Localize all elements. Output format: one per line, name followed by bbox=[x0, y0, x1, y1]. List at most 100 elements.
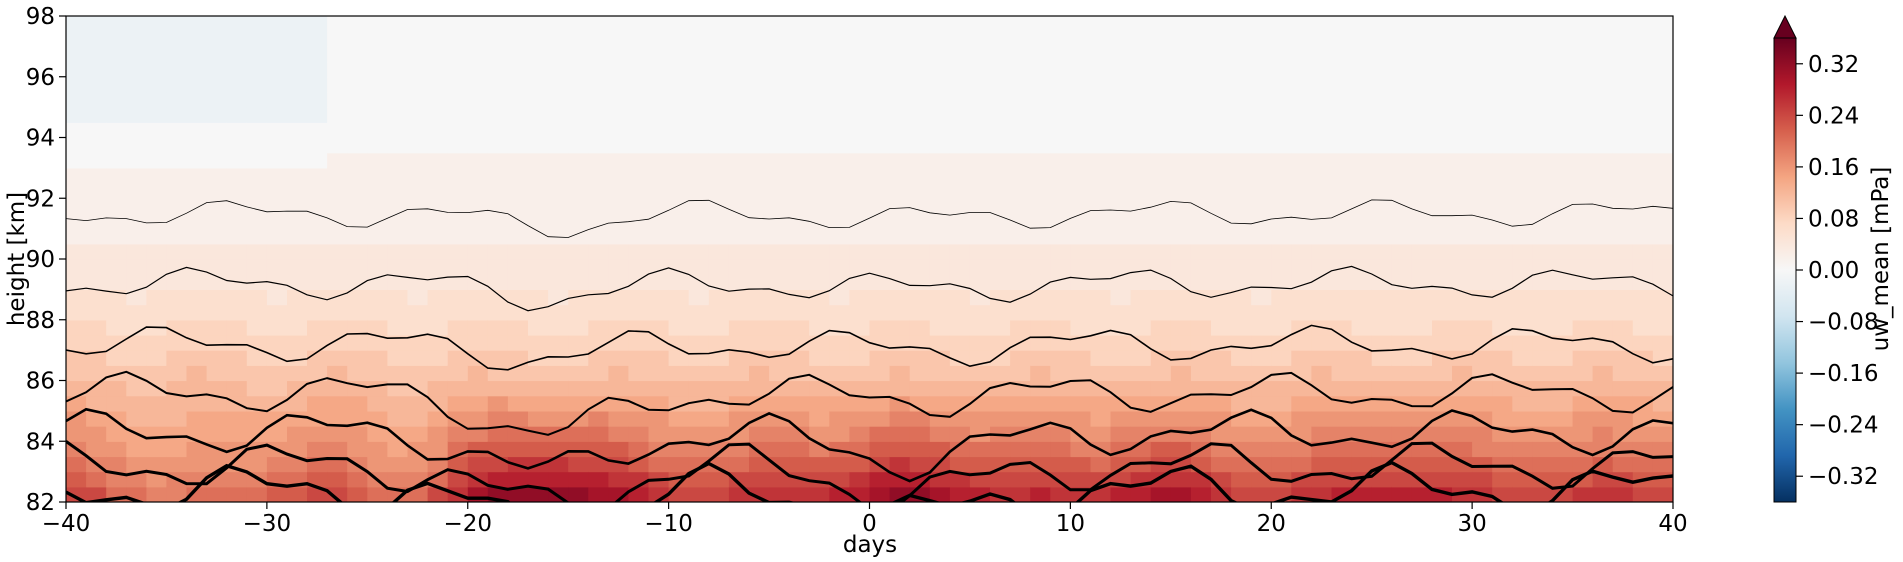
heatmap-cell bbox=[507, 76, 529, 93]
heatmap-cell bbox=[588, 152, 609, 169]
heatmap-cell bbox=[749, 334, 770, 351]
heatmap-cell bbox=[829, 228, 850, 245]
heatmap-cell bbox=[668, 122, 690, 139]
heatmap-cell bbox=[407, 107, 429, 123]
heatmap-cell bbox=[628, 410, 650, 427]
heatmap-cell bbox=[1130, 274, 1152, 290]
heatmap-cell bbox=[1311, 76, 1333, 93]
heatmap-cell bbox=[749, 213, 770, 230]
heatmap-cell bbox=[1652, 304, 1673, 321]
heatmap-cell bbox=[1552, 61, 1574, 78]
heatmap-cell bbox=[1170, 198, 1192, 215]
heatmap-cell bbox=[1371, 76, 1393, 93]
heatmap-cell bbox=[106, 31, 127, 47]
heatmap-cell bbox=[367, 137, 388, 154]
heatmap-cell bbox=[507, 471, 529, 488]
heatmap-cell bbox=[688, 152, 710, 169]
heatmap-cell bbox=[1552, 31, 1574, 47]
heatmap-cell bbox=[1251, 350, 1272, 366]
heatmap-cell bbox=[1090, 31, 1112, 47]
heatmap-cell bbox=[869, 16, 891, 32]
heatmap-cell bbox=[186, 289, 208, 306]
heatmap-cell bbox=[1331, 183, 1353, 199]
heatmap-cell bbox=[1090, 304, 1112, 321]
heatmap-cell bbox=[367, 380, 388, 397]
heatmap-cell bbox=[246, 410, 268, 427]
heatmap-cell bbox=[648, 46, 670, 63]
heatmap-cell bbox=[889, 167, 911, 184]
heatmap-cell bbox=[1030, 304, 1051, 321]
heatmap-cell bbox=[749, 304, 770, 321]
heatmap-cell bbox=[889, 137, 911, 154]
heatmap-cell bbox=[929, 395, 951, 412]
heatmap-cell bbox=[1391, 304, 1413, 321]
heatmap-cell bbox=[126, 137, 147, 154]
heatmap-cell bbox=[789, 213, 810, 230]
heatmap-cell bbox=[749, 243, 770, 260]
heatmap-cell bbox=[1251, 152, 1272, 169]
heatmap-cell bbox=[1532, 213, 1554, 230]
heatmap-cell bbox=[809, 395, 830, 412]
heatmap-cell bbox=[568, 152, 589, 169]
heatmap-cell bbox=[1612, 31, 1634, 47]
heatmap-cell bbox=[1050, 122, 1071, 139]
heatmap-cell bbox=[969, 152, 991, 169]
heatmap-cell bbox=[1231, 31, 1252, 47]
heatmap-cell bbox=[66, 380, 87, 397]
heatmap-cell bbox=[106, 76, 127, 93]
heatmap-cell bbox=[266, 380, 288, 397]
heatmap-cell bbox=[1010, 122, 1031, 139]
heatmap-cell bbox=[889, 76, 911, 93]
heatmap-cell bbox=[869, 274, 891, 290]
heatmap-cell bbox=[688, 426, 710, 442]
heatmap-cell bbox=[467, 350, 489, 366]
heatmap-cell bbox=[407, 167, 429, 184]
heatmap-cell bbox=[1512, 441, 1533, 458]
heatmap-cell bbox=[889, 91, 911, 108]
heatmap-cell bbox=[1612, 365, 1634, 382]
heatmap-cell bbox=[829, 152, 850, 169]
heatmap-cell bbox=[307, 91, 328, 108]
heatmap-cell bbox=[1592, 426, 1614, 442]
heatmap-cell bbox=[146, 91, 168, 108]
heatmap-cell bbox=[246, 380, 268, 397]
heatmap-cell bbox=[467, 319, 489, 336]
heatmap-cell bbox=[548, 183, 569, 199]
heatmap-cell bbox=[849, 137, 871, 154]
heatmap-cell bbox=[568, 167, 589, 184]
heatmap-cell bbox=[407, 410, 429, 427]
heatmap-cell bbox=[66, 319, 87, 336]
heatmap-cell bbox=[487, 61, 509, 78]
heatmap-cell bbox=[1110, 16, 1132, 32]
heatmap-cell bbox=[1432, 259, 1453, 275]
heatmap-cell bbox=[1592, 304, 1614, 321]
heatmap-cell bbox=[1251, 441, 1272, 458]
heatmap-cell bbox=[648, 350, 670, 366]
heatmap-cell bbox=[327, 107, 348, 123]
heatmap-cell bbox=[528, 410, 549, 427]
heatmap-cell bbox=[1371, 289, 1393, 306]
heatmap-cell bbox=[1572, 16, 1594, 32]
heatmap-cell bbox=[1291, 259, 1312, 275]
heatmap-cell bbox=[969, 426, 991, 442]
heatmap-cell bbox=[287, 152, 308, 169]
heatmap-cell bbox=[1190, 334, 1212, 351]
heatmap-cell bbox=[1231, 167, 1252, 184]
heatmap-cell bbox=[809, 122, 830, 139]
heatmap-cell bbox=[1110, 243, 1132, 260]
heatmap-cell bbox=[909, 380, 931, 397]
heatmap-cell bbox=[206, 243, 228, 260]
heatmap-cell bbox=[307, 350, 328, 366]
heatmap-cell bbox=[668, 456, 690, 473]
heatmap-cell bbox=[186, 16, 208, 32]
heatmap-cell bbox=[146, 167, 168, 184]
heatmap-cell bbox=[367, 213, 388, 230]
heatmap-cell bbox=[1311, 46, 1333, 63]
heatmap-cell bbox=[1311, 16, 1333, 32]
y-tick-label: 94 bbox=[26, 126, 55, 152]
heatmap-cell bbox=[628, 259, 650, 275]
heatmap-cell bbox=[347, 471, 368, 488]
heatmap-cell bbox=[1130, 137, 1152, 154]
heatmap-cell bbox=[1251, 91, 1272, 108]
heatmap-cell bbox=[1331, 410, 1353, 427]
